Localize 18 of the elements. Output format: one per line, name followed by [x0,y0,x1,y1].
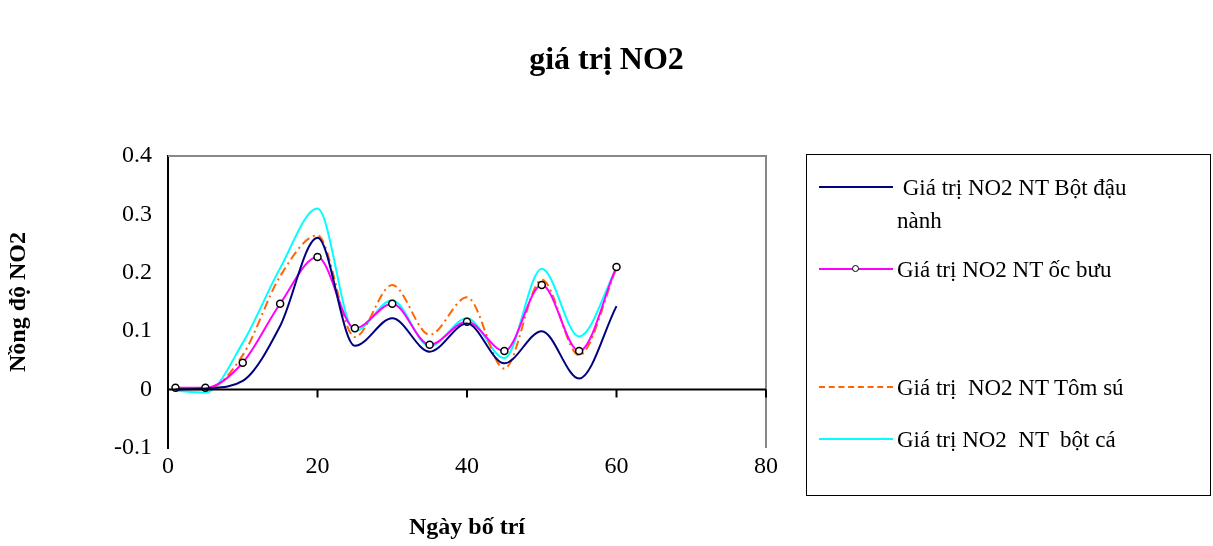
y-tick-label: 0.4 [122,141,152,168]
legend-label: Giá trị NO2 NT Tôm sú [897,374,1125,402]
y-tick-label: 0.1 [122,316,152,343]
y-tick-label: 0.3 [122,199,152,226]
x-tick-label: 80 [754,451,778,478]
x-tick-label: 40 [455,451,479,478]
legend-label: Giá trị NO2 NT Bột đậu nành [897,174,1128,235]
x-axis-title: Ngày bố trí [409,512,526,539]
x-tick-label: 60 [604,451,629,478]
y-axis-title: Nồng độ NO2 [3,231,30,373]
x-tick-label: 0 [162,451,174,478]
x-tick-label: 20 [305,451,330,478]
y-tick-label: -0.1 [114,433,152,460]
legend-label: Giá trị NO2 NT ốc bưu [897,256,1113,284]
y-tick-label: 0 [140,374,152,401]
y-tick-label: 0.2 [122,258,152,285]
chart-title: giá trị NO2 [528,40,685,77]
legend-label: Giá trị NO2 NT bột cá [897,426,1117,454]
